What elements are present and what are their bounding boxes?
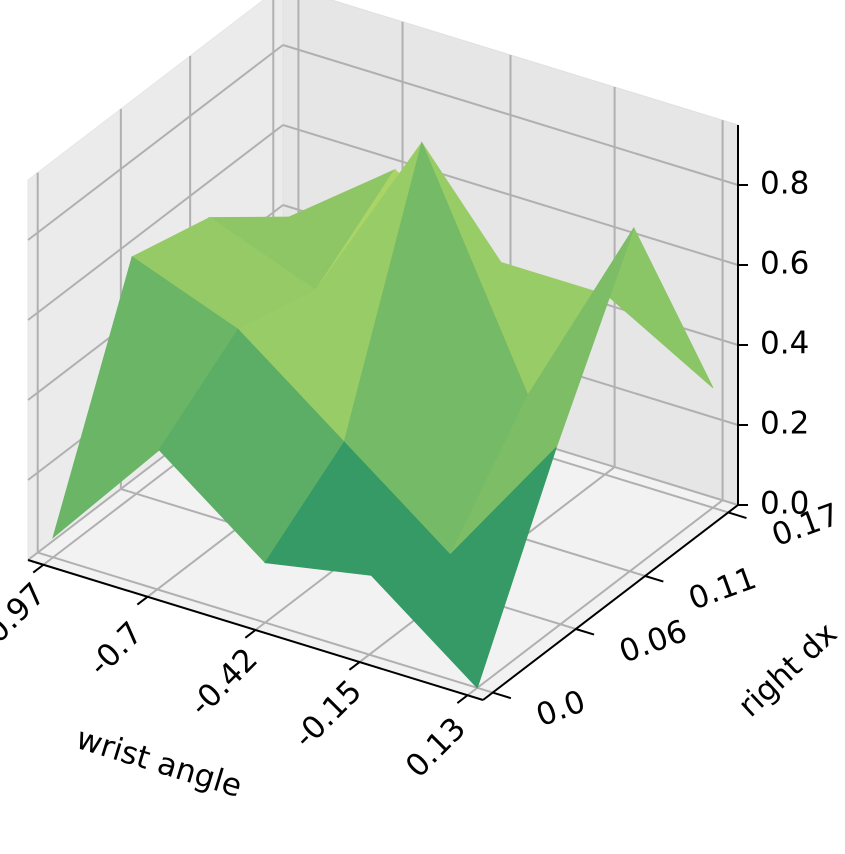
x-tick-label: -0.97 <box>0 576 53 658</box>
y-tick-label: 0.06 <box>615 613 692 670</box>
grid-line <box>282 44 739 186</box>
z-tick-label: 0.4 <box>760 326 809 362</box>
y-axis-label: right dx <box>731 616 844 725</box>
grid-line <box>466 499 724 697</box>
x-tick-label: -0.15 <box>287 673 369 755</box>
axis-line <box>482 504 739 701</box>
z-tick-label: 0.6 <box>760 246 809 282</box>
z-tick-label: 0.8 <box>760 166 809 202</box>
z-tick-label: 0.0 <box>760 486 809 522</box>
x-tick-label: 0.13 <box>399 710 473 784</box>
tick-mark <box>244 629 257 639</box>
axis-line <box>27 559 484 701</box>
tick-mark <box>456 694 469 704</box>
z-tick-label: 0.2 <box>760 406 809 442</box>
x-axis-label: wrist angle <box>72 720 246 804</box>
grid-line <box>282 124 739 266</box>
tick-mark <box>32 563 45 574</box>
x-tick-label: -0.7 <box>82 615 150 683</box>
tick-mark <box>644 575 664 583</box>
tick-mark <box>136 595 149 606</box>
x-tick-label: -0.42 <box>183 641 265 723</box>
y-tick-label: 0.0 <box>532 683 591 734</box>
grid-line <box>27 44 284 241</box>
tick-mark <box>728 511 747 519</box>
grid-line <box>37 551 493 694</box>
surface-face <box>370 447 557 689</box>
y-tick-label: 0.11 <box>684 560 761 617</box>
grid-line <box>27 124 284 321</box>
tick-mark <box>575 628 595 636</box>
tick-mark <box>348 661 361 671</box>
tick-mark <box>492 691 512 700</box>
